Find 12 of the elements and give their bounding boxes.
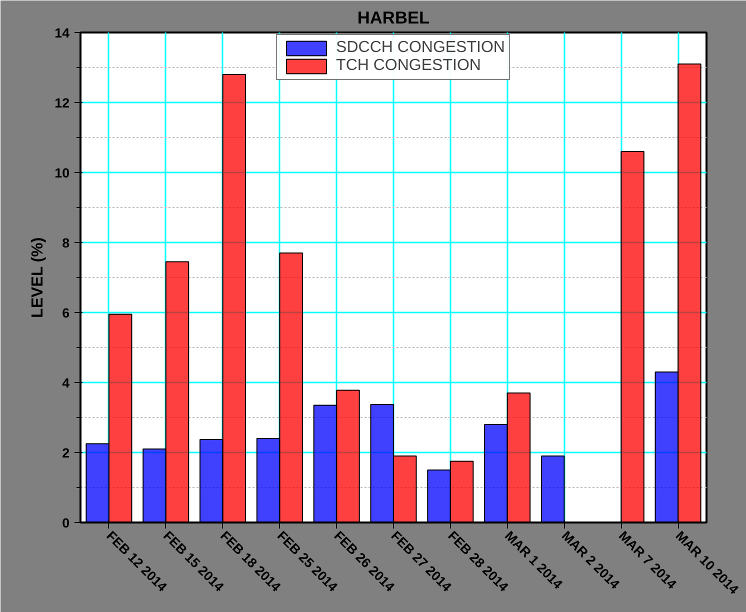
chart-title: HARBEL bbox=[357, 8, 430, 28]
y-tick-label: 2 bbox=[62, 446, 70, 460]
y-tick-label: 10 bbox=[54, 166, 70, 180]
y-tick-label: 14 bbox=[54, 26, 70, 40]
y-tick-label: 6 bbox=[62, 306, 70, 320]
y-tick-label: 12 bbox=[54, 96, 70, 110]
y-tick-label: 0 bbox=[62, 516, 70, 530]
legend-label: TCH CONGESTION bbox=[336, 57, 481, 75]
y-tick-label: 4 bbox=[62, 376, 70, 390]
legend-label: SDCCH CONGESTION bbox=[336, 39, 505, 57]
y-tick-label: 8 bbox=[62, 236, 70, 250]
y-axis-title: LEVEL (%) bbox=[30, 237, 47, 318]
